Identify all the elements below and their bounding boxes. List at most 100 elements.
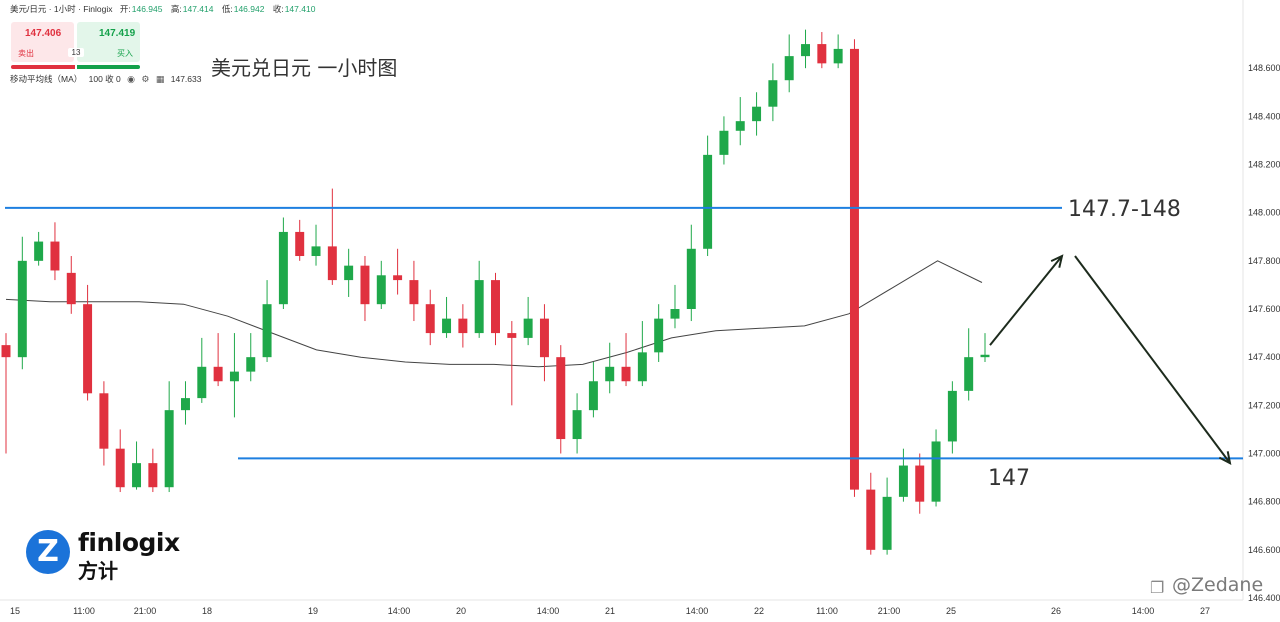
price-tick: 146.400 — [1248, 593, 1280, 603]
buy-button[interactable]: 147.419 买入 — [77, 22, 140, 62]
low-value: 146.942 — [233, 4, 265, 14]
arrow-up — [989, 254, 1064, 346]
candle-body — [980, 354, 990, 358]
settings-icon[interactable]: ⚙ — [141, 74, 150, 84]
candle — [229, 333, 239, 418]
candle-body — [278, 231, 288, 305]
indicator-value: 147.633 — [170, 74, 202, 84]
candle — [523, 296, 533, 346]
logo-text: finlogix — [78, 528, 180, 557]
price-tick: 148.000 — [1248, 208, 1280, 218]
candle — [931, 429, 941, 507]
candle — [148, 448, 158, 493]
candle — [458, 304, 468, 348]
candle-body — [686, 248, 696, 309]
time-tick: 21:00 — [878, 606, 901, 616]
candle — [572, 393, 582, 454]
candle — [393, 248, 403, 295]
candle-body — [817, 44, 827, 64]
buy-price: 147.419 — [99, 28, 136, 39]
arrow-shaft — [989, 255, 1063, 346]
candle-body — [915, 465, 925, 502]
candle — [703, 135, 713, 257]
candle-body — [376, 275, 386, 305]
price-tick: 148.400 — [1248, 111, 1280, 121]
time-tick-labels: 15 11:00 21:00 18 19 14:00 20 14:00 21 14:00 22 11:… — [10, 606, 1210, 616]
candle-body — [99, 393, 109, 449]
buy-ratio — [77, 65, 140, 69]
symbol-label: 美元/日元 · 1小时 · Finlogix — [10, 4, 113, 14]
price-tick: 148.200 — [1248, 160, 1280, 170]
price-tick: 146.600 — [1248, 545, 1280, 555]
candle — [425, 289, 435, 346]
candle-body — [833, 48, 843, 64]
candle-body — [132, 463, 142, 488]
candle — [180, 381, 190, 425]
candle-body — [148, 463, 158, 488]
trade-panel: 147.406 卖出 147.419 买入 13 — [11, 22, 140, 62]
candle — [686, 224, 696, 322]
candle-body — [964, 357, 974, 391]
visibility-icon[interactable]: ◉ — [127, 74, 136, 84]
candle-body — [588, 381, 598, 411]
chart-title: 美元兑日元 一小时图 — [211, 56, 398, 80]
time-tick: 14:00 — [537, 606, 560, 616]
delete-icon[interactable]: ▦ — [155, 74, 165, 84]
candle-body — [572, 410, 582, 440]
candle-body — [507, 333, 517, 338]
candle-body — [164, 410, 174, 488]
price-tick: 147.600 — [1248, 304, 1280, 314]
sell-buy-ratio-bar — [11, 65, 140, 69]
arrow-head — [1050, 254, 1064, 268]
time-tick: 21 — [605, 606, 615, 616]
candle — [1, 333, 11, 454]
candle-body — [229, 371, 239, 382]
candle — [752, 92, 762, 136]
candle — [197, 337, 207, 403]
sell-button[interactable]: 147.406 卖出 — [11, 22, 74, 62]
candle — [327, 188, 337, 285]
candle — [654, 304, 664, 362]
time-tick: 18 — [202, 606, 212, 616]
candle — [801, 29, 811, 69]
candle-body — [784, 56, 794, 81]
candle-body — [458, 318, 468, 334]
time-tick: 20 — [456, 606, 466, 616]
candle-body — [605, 366, 615, 382]
candle-body — [801, 44, 811, 57]
candle-body — [523, 318, 533, 338]
candle — [83, 284, 93, 401]
candle-body — [898, 465, 908, 497]
candle-body — [360, 265, 370, 305]
candle-body — [197, 366, 207, 399]
candle — [115, 429, 125, 493]
price-axis[interactable]: 148.600 148.400 148.200 148.000 147.800 147.6… — [1242, 0, 1280, 603]
candle-body — [947, 390, 957, 442]
candle — [66, 256, 76, 314]
indicator-legend[interactable]: 移动平均线（MA） 100 收 0 ◉ ⚙ ▦ 147.633 — [10, 73, 205, 85]
time-axis[interactable]: 15 11:00 21:00 18 19 14:00 20 14:00 21 14:00 22 11:… — [0, 599, 1243, 616]
candle-body — [882, 496, 892, 550]
time-tick: 19 — [308, 606, 318, 616]
candle-body — [311, 246, 321, 257]
candle-body — [409, 280, 419, 305]
candle-body — [556, 357, 566, 440]
arrow-shaft — [1074, 255, 1231, 464]
candle-body — [34, 241, 44, 261]
candle — [637, 321, 647, 387]
indicator-name: 移动平均线（MA） — [10, 74, 83, 84]
candle — [164, 381, 174, 493]
open-label: 开: — [119, 4, 131, 14]
price-tick: 147.000 — [1248, 449, 1280, 459]
ohlc-header: 美元/日元 · 1小时 · Finlogix 开:146.945 高:147.4… — [10, 3, 321, 15]
candle — [866, 472, 876, 555]
candle-body — [539, 318, 549, 358]
candle — [817, 32, 827, 69]
zhihu-icon: ❐ — [1150, 580, 1165, 597]
time-tick: 14:00 — [388, 606, 411, 616]
candle-body — [262, 304, 272, 358]
candle — [262, 280, 272, 362]
candle — [980, 333, 990, 362]
logo-cn-text: 方计 — [78, 559, 118, 583]
